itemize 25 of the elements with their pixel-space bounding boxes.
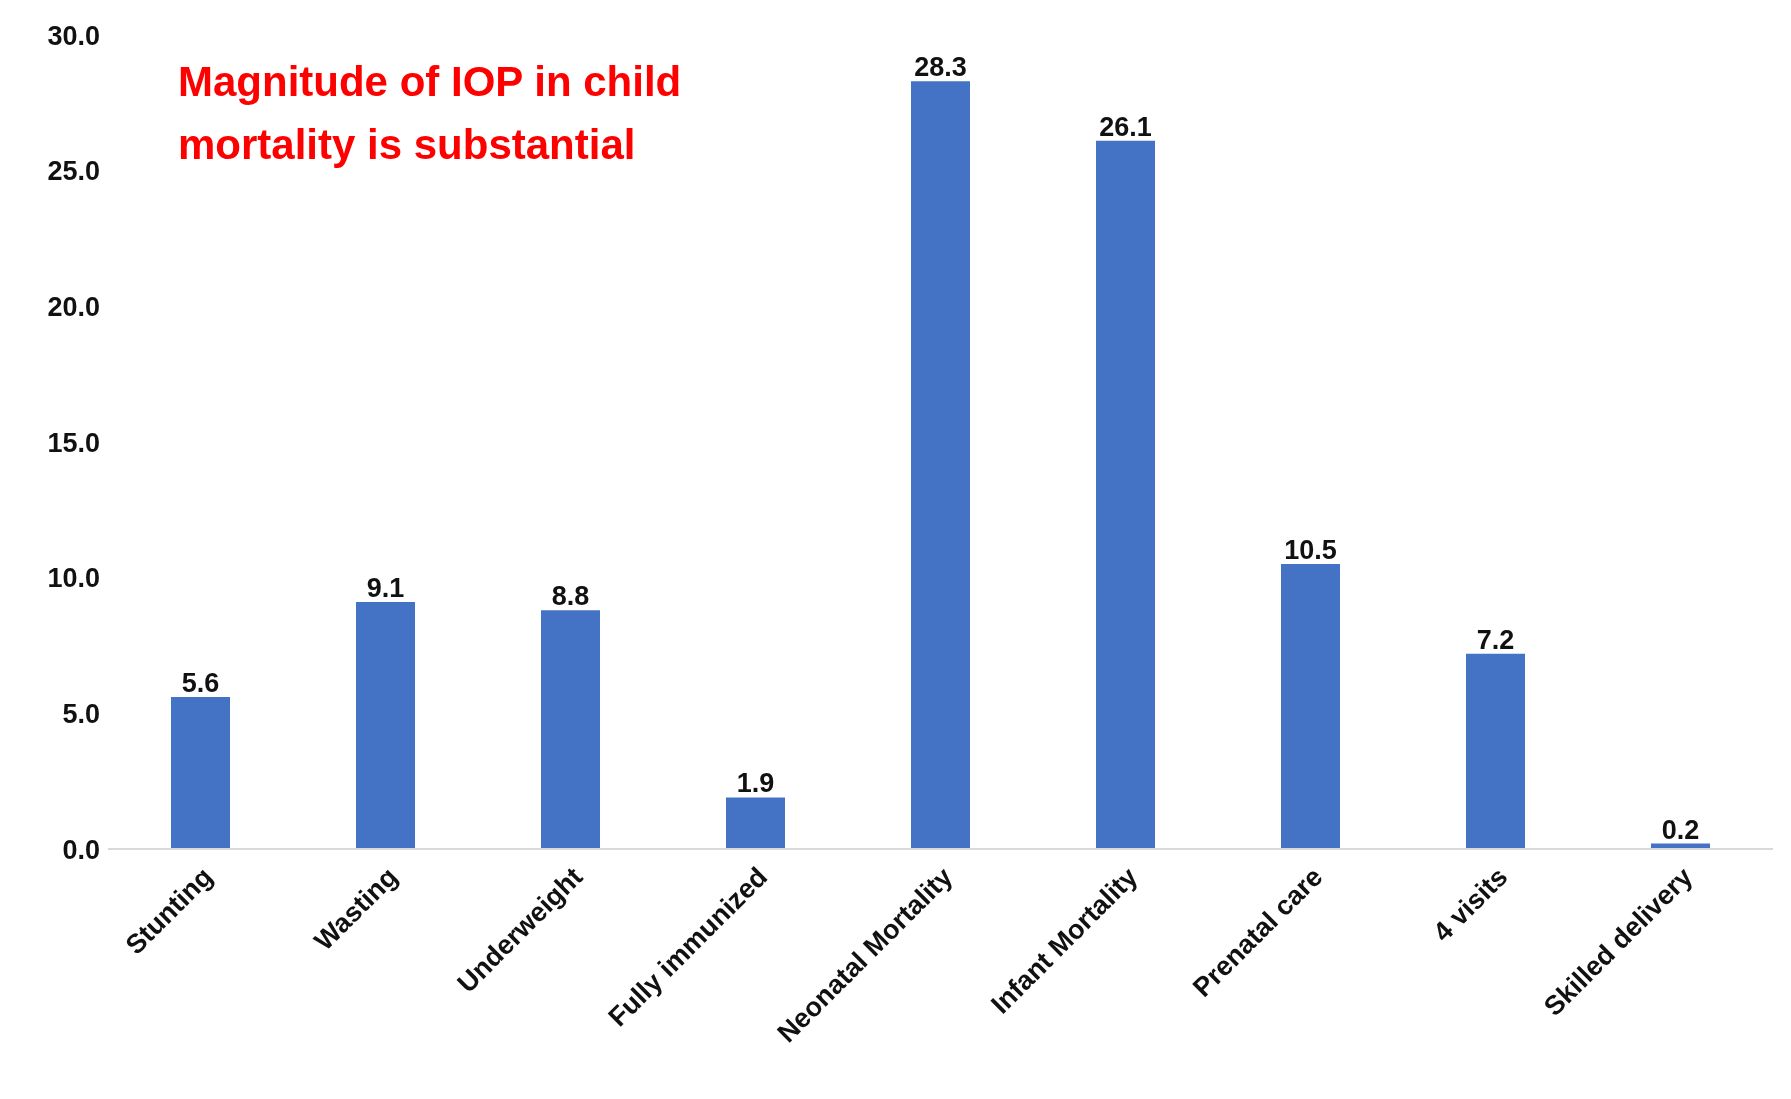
bar bbox=[911, 81, 970, 849]
bar bbox=[726, 797, 785, 849]
bar bbox=[356, 602, 415, 849]
data-label: 26.1 bbox=[1099, 111, 1152, 142]
y-tick-label: 0.0 bbox=[62, 834, 100, 865]
bar bbox=[1466, 653, 1525, 849]
data-label: 8.8 bbox=[551, 581, 590, 612]
y-tick-label: 20.0 bbox=[47, 291, 100, 322]
text: Magnitude of IOP in child mortality is substantial bbox=[178, 57, 683, 170]
data-label: 28.3 bbox=[914, 52, 967, 83]
data-label: 0.2 bbox=[1661, 814, 1700, 845]
bar bbox=[541, 610, 600, 849]
y-tick-label: 15.0 bbox=[47, 427, 100, 458]
bar bbox=[171, 697, 230, 849]
y-tick-label: 10.0 bbox=[47, 563, 100, 594]
bar bbox=[1281, 564, 1340, 849]
y-tick-label: 5.0 bbox=[62, 698, 100, 729]
data-label: 1.9 bbox=[736, 768, 775, 799]
data-label: 5.6 bbox=[181, 668, 220, 699]
data-label: 7.2 bbox=[1476, 624, 1515, 655]
y-tick-label: 30.0 bbox=[47, 20, 100, 51]
y-tick-label: 25.0 bbox=[47, 156, 100, 187]
data-label: 10.5 bbox=[1284, 535, 1337, 566]
bar bbox=[1096, 140, 1155, 849]
data-label: 9.1 bbox=[366, 573, 405, 604]
